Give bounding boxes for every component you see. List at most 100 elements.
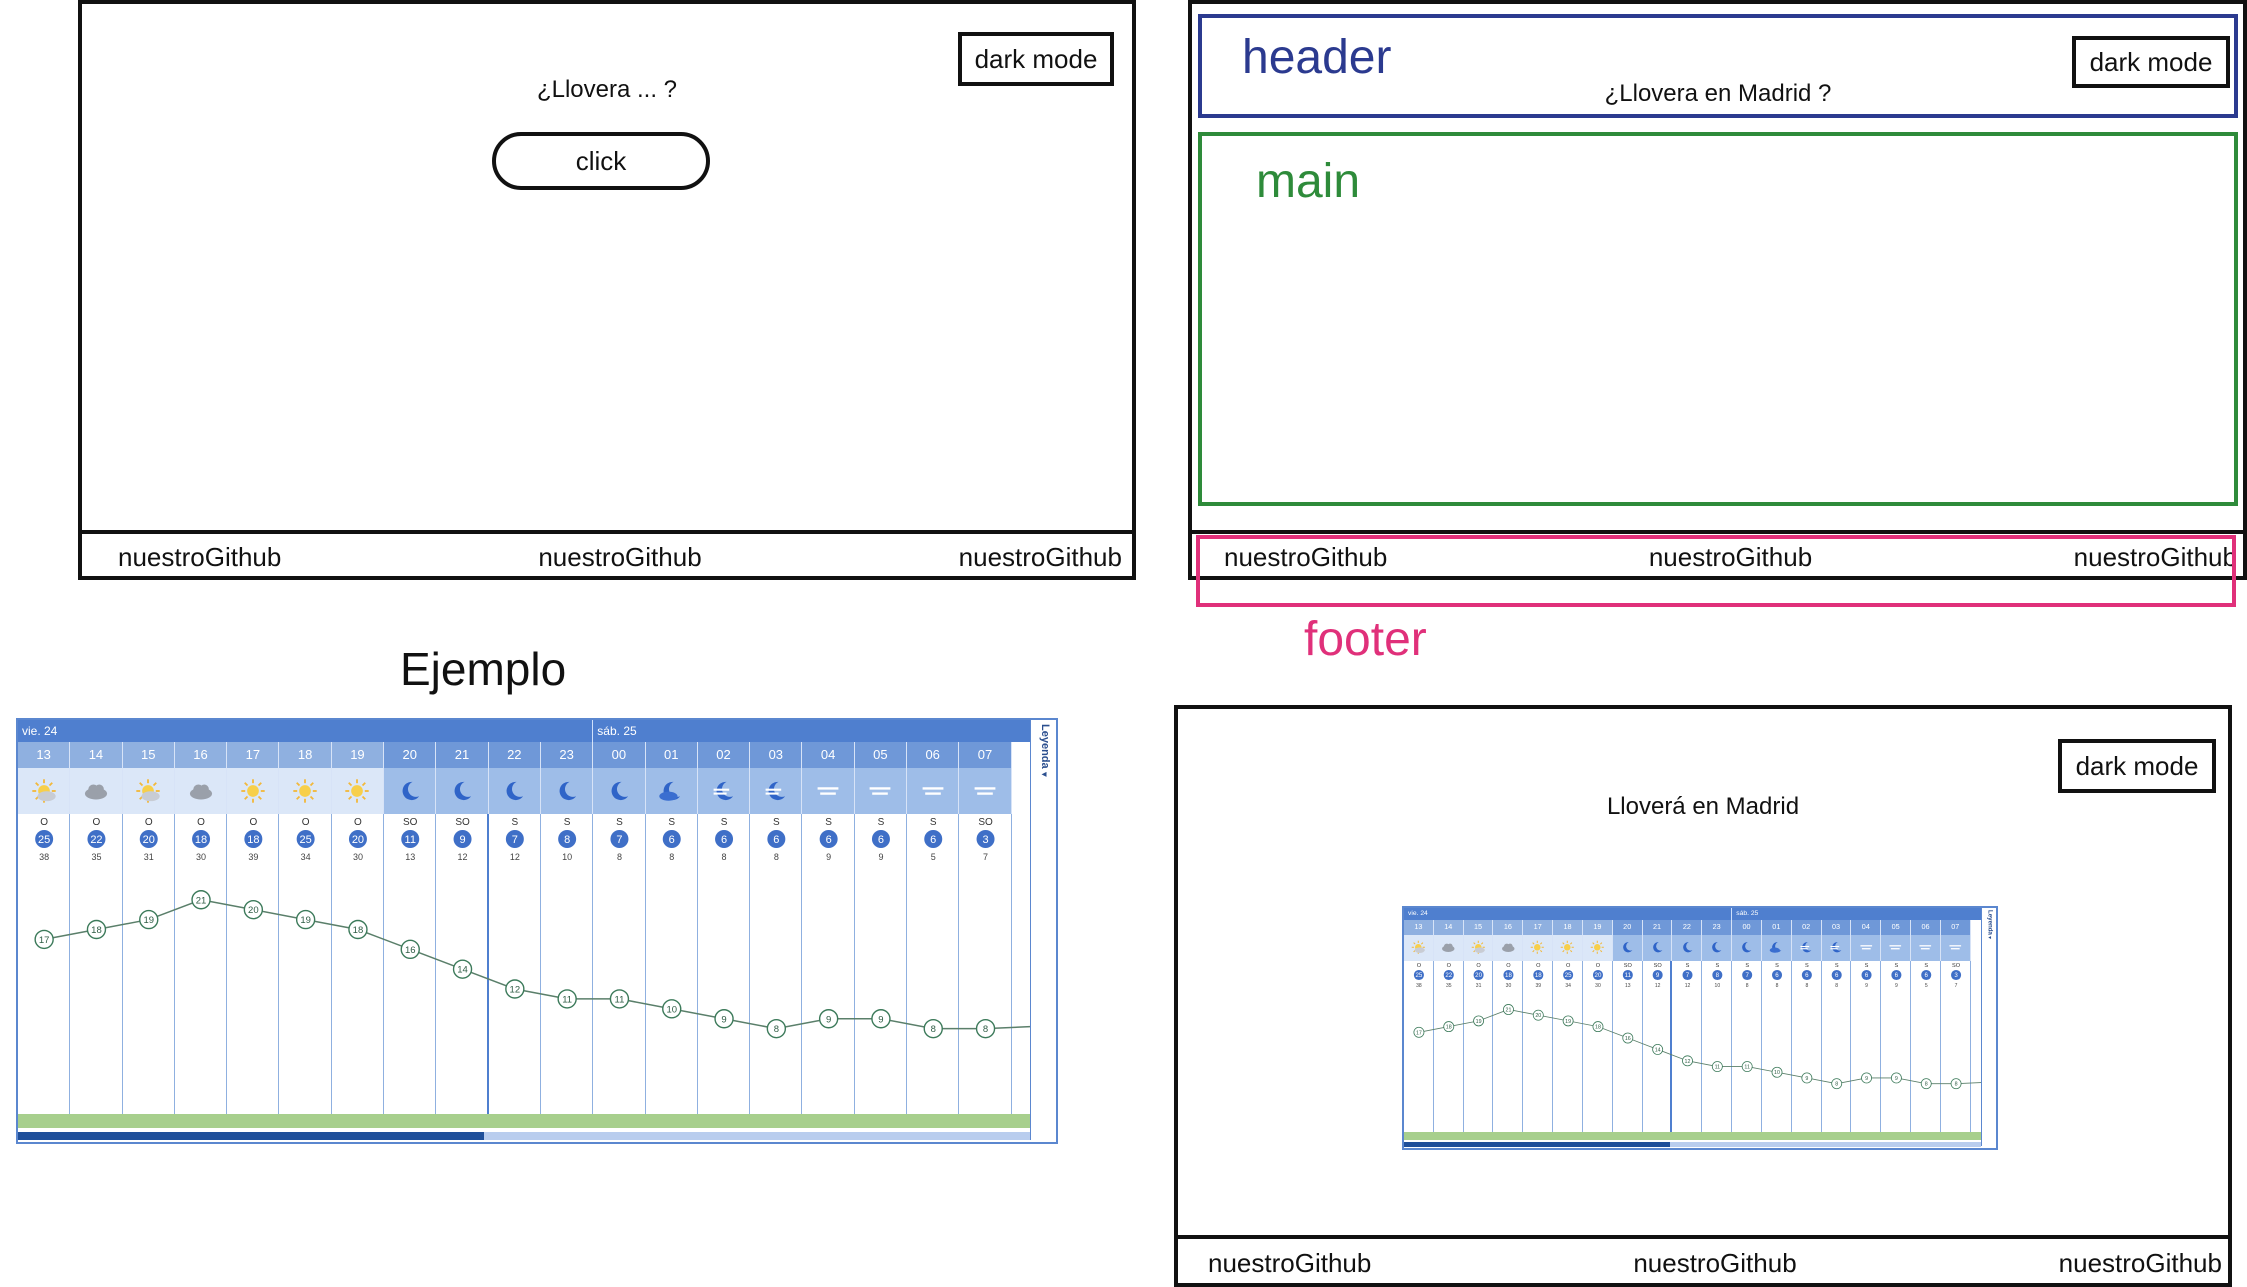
temperature-label: 12	[510, 985, 521, 996]
wind-speed-label: 8	[1716, 972, 1720, 979]
gust-label: 8	[1746, 982, 1749, 988]
github-link[interactable]: nuestroGithub	[1208, 1247, 1372, 1278]
wind-direction: O	[1506, 963, 1511, 969]
gust-label: 9	[1895, 982, 1898, 988]
temperature-point	[348, 919, 368, 940]
wind-speed-label: 9	[1656, 972, 1660, 979]
temperature-point	[1890, 1072, 1902, 1084]
wind-speed-label: 11	[1625, 972, 1632, 979]
wind-speed-marker	[1712, 969, 1723, 980]
wind-speed-marker	[296, 830, 315, 848]
temperature-label: 12	[1685, 1058, 1691, 1064]
github-link[interactable]: nuestroGithub	[538, 541, 702, 572]
gust-label: 13	[1625, 982, 1631, 988]
hour-label: 04	[802, 742, 855, 768]
day-header: sáb. 25	[1732, 908, 1982, 921]
temperature-point	[1950, 1077, 1962, 1089]
hour-column	[175, 814, 228, 1114]
gust-label: 34	[301, 852, 311, 862]
hour-column	[802, 814, 855, 1114]
wind-speed-label: 11	[405, 834, 416, 846]
wind-speed-marker	[192, 830, 211, 848]
github-link[interactable]: nuestroGithub	[2073, 541, 2237, 572]
github-link[interactable]: nuestroGithub	[2058, 1247, 2222, 1278]
wind-direction: S	[1686, 963, 1690, 969]
hour-column	[698, 814, 751, 1114]
dark-mode-button[interactable]: dark mode	[2072, 36, 2230, 88]
day-header: sáb. 25	[593, 720, 1030, 742]
click-button[interactable]: click	[492, 132, 710, 190]
scrollbar-thumb[interactable]	[18, 1132, 484, 1140]
temperature-label: 8	[774, 1024, 779, 1035]
fog-icon	[1851, 934, 1882, 961]
wind-direction: S	[1775, 963, 1779, 969]
wind-speed-label: 18	[247, 834, 259, 846]
wind-speed-label: 25	[1565, 972, 1572, 979]
wind-speed-marker	[35, 830, 54, 848]
wind-direction: O	[1476, 963, 1481, 969]
temperature-point	[1443, 1020, 1455, 1032]
hour-column	[1851, 960, 1882, 1133]
wind-direction: S	[1715, 963, 1719, 969]
temperature-label: 9	[1865, 1076, 1868, 1082]
hour-label: 01	[1761, 920, 1792, 935]
hour-column	[1404, 960, 1434, 1133]
wind-direction: O	[302, 817, 310, 828]
hour-label: 16	[1493, 920, 1524, 935]
hour-column	[593, 814, 646, 1114]
wind-speed-marker	[453, 830, 472, 848]
hour-label: 00	[593, 742, 646, 768]
horizontal-scrollbar[interactable]	[18, 1132, 1030, 1140]
wind-speed-marker	[139, 830, 158, 848]
hour-column	[489, 814, 541, 1114]
scrollbar-thumb[interactable]	[1404, 1142, 1670, 1147]
github-link[interactable]: nuestroGithub	[1633, 1247, 1797, 1278]
temperature-label: 8	[1955, 1081, 1958, 1087]
footer: nuestroGithub nuestroGithub nuestroGithu…	[82, 530, 1132, 580]
wind-speed-label: 6	[878, 834, 884, 846]
hour-column	[1732, 960, 1762, 1133]
dark-mode-button[interactable]: dark mode	[2058, 739, 2216, 793]
hour-label: 00	[1732, 920, 1762, 935]
result-title: Lloverá en Madrid	[1606, 793, 1800, 820]
wind-speed-marker	[1742, 969, 1753, 980]
hour-label: 20	[1612, 920, 1643, 935]
hour-label: 04	[1851, 920, 1882, 935]
legend-tab[interactable]: Leyenda ◂	[1981, 908, 1996, 1146]
dark-mode-button[interactable]: dark mode	[958, 32, 1114, 86]
legend-tab[interactable]: Leyenda ◂	[1030, 720, 1056, 1140]
fog-icon	[907, 768, 960, 814]
github-link[interactable]: nuestroGithub	[118, 541, 282, 572]
example-title: Ejemplo	[400, 643, 567, 695]
hour-label: 03	[1821, 920, 1852, 935]
hour-label: 15	[1463, 920, 1494, 935]
fog-icon	[1911, 934, 1941, 961]
weather-widget-embedded: vie. 24 sáb. 25 13 14 15 16 17 18 19 20 21 22 23 00 01…	[1402, 906, 1998, 1150]
hour-column	[541, 814, 594, 1114]
hour-label: 02	[1791, 920, 1822, 935]
horizontal-scrollbar[interactable]	[1404, 1142, 1982, 1147]
wind-speed-marker	[1652, 969, 1663, 980]
github-link[interactable]: nuestroGithub	[1648, 541, 1813, 572]
caret-left-icon: ◂	[1988, 935, 1992, 942]
github-link[interactable]: nuestroGithub	[1224, 541, 1388, 572]
temperature-point	[400, 939, 420, 960]
wind-direction: O	[249, 817, 257, 828]
temperature-label: 11	[615, 994, 625, 1005]
wind-direction: S	[564, 817, 571, 828]
gust-label: 8	[1776, 982, 1779, 988]
temperature-label: 14	[457, 965, 468, 976]
temperature-point	[1711, 1060, 1723, 1072]
wind-speed-marker	[401, 830, 420, 848]
temperature-point	[505, 979, 525, 999]
hour-column	[1643, 960, 1673, 1133]
wind-speed-marker	[610, 830, 629, 848]
hour-column	[1613, 960, 1643, 1133]
temperature-point	[1592, 1020, 1604, 1032]
hour-column	[1911, 960, 1941, 1133]
question-text: ¿Llovera ... ?	[536, 76, 678, 103]
main-label: main	[1256, 155, 1361, 208]
hour-label: 02	[697, 742, 751, 768]
mockup-landing: dark mode ¿Llovera ... ? click nuestroGi…	[78, 0, 1136, 580]
github-link[interactable]: nuestroGithub	[958, 541, 1122, 572]
